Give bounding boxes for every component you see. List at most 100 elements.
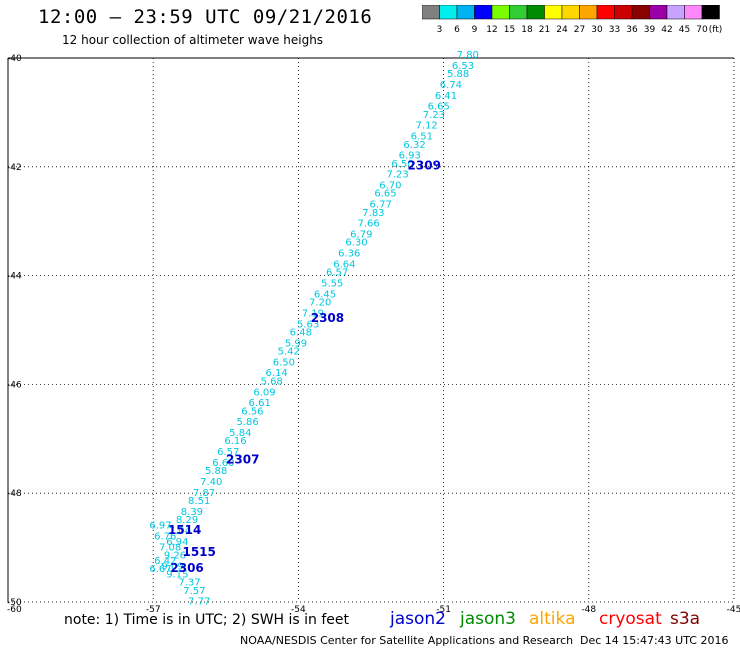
wave-height-label: 6.76 [154,531,176,542]
wave-height-label: 7.57 [183,586,205,597]
wave-height-label: 5.68 [261,376,283,387]
wave-height-label: 7.23 [423,110,445,121]
wave-height-label: 6.36 [338,249,360,260]
wave-height-label: 5.99 [285,338,307,349]
colorbar-label: 70 [696,25,708,35]
colorbar-label: 39 [644,25,656,35]
wave-height-label: 6.50 [273,357,295,368]
wave-height-label: 6.65 [428,102,450,113]
colorbar-label: 42 [661,25,672,35]
pass-time-label: 1514 [168,523,201,537]
wave-height-label: 6.32 [403,140,425,151]
wave-height-label: 6.30 [345,238,367,249]
wave-height-label: 7.80 [457,50,479,61]
map-title: 12:00 – 23:59 UTC 09/21/2016 [38,6,373,28]
pass-time-label: 2308 [311,311,344,325]
wave-height-label: 6.77 [370,200,392,211]
wave-height-label: 6.97 [149,521,171,532]
colorbar-label: 9 [472,25,478,35]
lat-tick-label: -40 [7,54,22,64]
colorbar-label: 21 [539,25,550,35]
wave-track: 7.806.535.886.746.416.657.237.126.516.32… [149,50,479,608]
colorbar-label: 12 [486,25,497,35]
lon-tick-label: -48 [581,605,596,615]
wave-height-label: 8.29 [176,515,198,526]
wave-height-label: 7.19 [302,308,324,319]
wave-height-label: 7.23 [386,170,408,181]
legend-altika: altika [529,609,576,629]
lat-tick-label: -48 [7,489,22,499]
colorbar-label: 33 [609,25,620,35]
legend-cryosat: cryosat [599,609,662,629]
wave-height-label: 6.74 [440,80,462,91]
wave-height-label: 6.79 [350,230,372,241]
wave-height-label: 6.51 [411,132,433,143]
wave-height-label: 5.88 [447,69,469,80]
wave-height-label: 7.87 [193,488,215,499]
colorbar-label: 36 [626,25,638,35]
colorbar-unit: (ft) [709,25,723,35]
wave-height-label: 7.04 [169,526,191,537]
wave-height-label: 6.94 [166,537,188,548]
legend-jason2: jason2 [390,609,446,629]
wave-height-label: 8.51 [188,496,210,507]
wave-height-label: 6.61 [249,398,271,409]
map-subtitle: 12 hour collection of altimeter wave hei… [62,33,324,47]
colorbar-label: 30 [591,25,603,35]
lat-tick-label: -50 [7,598,22,608]
wave-height-label: 6.50 [391,159,413,170]
wave-height-label: 7.08 [159,542,181,553]
wave-height-label: 7.77 [188,597,210,608]
wave-height-label: 9.09 [161,561,183,572]
pass-time-label: 2307 [226,452,259,466]
colorbar-label: 24 [556,25,568,35]
wave-height-label: 9.15 [166,570,188,581]
colorbar-label: 18 [521,25,533,35]
wave-height-label: 6.70 [379,181,401,192]
wave-height-label: 7.37 [178,578,200,589]
wave-height-label: 7.20 [309,298,331,309]
wave-height-label: 6.41 [435,91,457,102]
lat-tick-label: -44 [7,272,22,282]
wave-height-label: 6.60 [212,458,234,469]
wave-height-label: 5.88 [205,466,227,477]
wave-height-label: 7.83 [362,208,384,219]
credit-line: NOAA/NESDIS Center for Satellite Applica… [240,634,574,647]
wave-height-label: 5.63 [297,319,319,330]
lon-tick-label: -57 [146,605,161,615]
wave-height-label: 6.57 [326,268,348,279]
wave-height-label: 6.56 [241,406,263,417]
wave-height-label: 6.42 [154,556,176,567]
wave-height-label: 6.53 [452,61,474,72]
colorbar-label: 15 [504,25,515,35]
wave-height-label: 6.64 [333,259,355,270]
wave-height-label: 6.93 [399,151,421,162]
lon-tick-label: -54 [291,605,306,615]
wave-height-label: 5.55 [321,278,343,289]
pass-time-label: 1515 [182,545,215,559]
map-grid [7,57,735,603]
wave-height-label: 6.65 [374,189,396,200]
wave-height-label: 7.66 [357,219,379,230]
colorbar-swatch [701,5,720,20]
wave-height-label: 6.67 [149,564,171,575]
legend-s3a: s3a [670,609,701,629]
lat-tick-label: -46 [7,380,22,390]
wave-height-label: 6.09 [253,387,275,398]
colorbar-label: 3 [437,25,443,35]
pass-time-label: 2306 [170,561,203,575]
wave-height-label: 6.57 [217,447,239,458]
units-note: note: 1) Time is in UTC; 2) SWH is in fe… [64,612,350,628]
wave-height-label: 7.12 [416,121,438,132]
map-axis-ticks: -57 -54 -51 -48 -45 -40 -42 -44 -46 -48 -50-60 [7,54,740,615]
colorbar-label: 45 [679,25,690,35]
wave-height-label: 6.14 [265,368,287,379]
lon-tick-label: -51 [436,605,451,615]
wave-height-label: 9.26 [164,550,186,561]
wave-height-label: 5.86 [236,417,258,428]
lon-tick-label: -45 [727,605,740,615]
wave-height-label: 8.39 [181,507,203,518]
wave-height-label: 5.84 [229,428,251,439]
wave-height-label: 7.40 [200,477,222,488]
wave-height-label: 6.16 [224,436,246,447]
